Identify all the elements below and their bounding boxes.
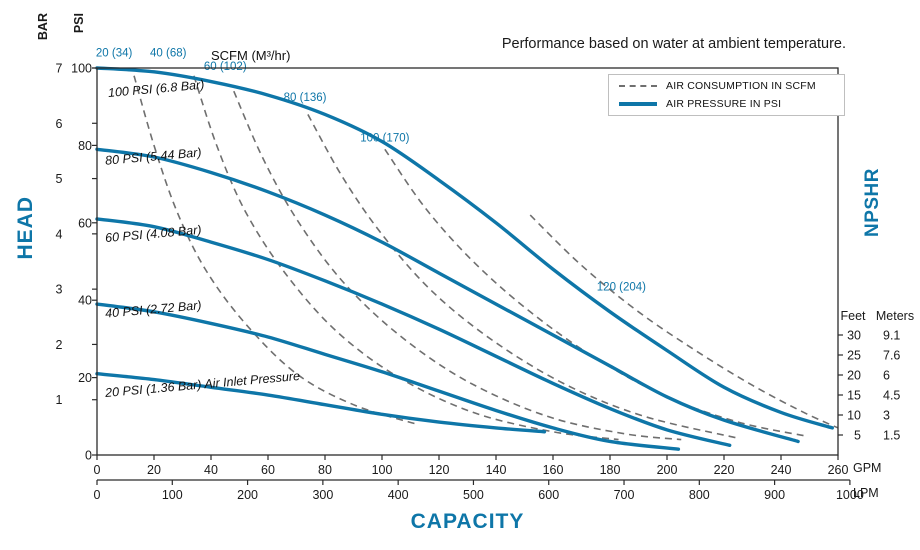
air-consumption-curve: [133, 75, 417, 425]
npshr-feet-label: 20: [847, 369, 861, 383]
bar-tick-label: 5: [56, 172, 63, 186]
pressure-curve-label: 100 PSI (6.8 Bar): [107, 78, 204, 100]
legend-item-air-pressure: AIR PRESSURE IN PSI: [619, 98, 834, 110]
npshr-feet-label: 30: [847, 329, 861, 343]
scfm-axis-title: SCFM (M³/hr): [211, 48, 291, 63]
gpm-unit-label: GPM: [853, 461, 882, 475]
scfm-curve-label: 20 (34): [96, 47, 133, 59]
lpm-tick-label: 600: [538, 488, 559, 502]
air-consumption-curve: [233, 90, 682, 441]
bar-tick-label: 2: [56, 338, 63, 352]
air-consumption-curve: [307, 114, 736, 439]
psi-tick-label: 60: [78, 216, 92, 230]
pressure-curve-label: 60 PSI (4.08 Bar): [105, 223, 202, 245]
scfm-curve-label: 60 (102): [204, 61, 247, 73]
scfm-curve-label: 120 (204): [597, 282, 646, 294]
bar-tick-label: 3: [56, 283, 63, 297]
npshr-meters-label: 3: [883, 409, 890, 423]
legend-item-air-consumption: AIR CONSUMPTION IN SCFM: [619, 80, 834, 92]
lpm-tick-label: 100: [162, 488, 183, 502]
gpm-tick-label: 0: [94, 463, 101, 477]
npshr-meters-label: 6: [883, 369, 890, 383]
gpm-tick-label: 200: [657, 463, 678, 477]
gpm-tick-label: 160: [543, 463, 564, 477]
air-pressure-curve: [95, 217, 732, 448]
lpm-tick-label: 0: [94, 488, 101, 502]
gpm-tick-label: 100: [372, 463, 393, 477]
gpm-tick-label: 140: [486, 463, 507, 477]
lpm-tick-label: 800: [689, 488, 710, 502]
npshr-meters-label: 4.5: [883, 389, 900, 403]
npshr-meters-label: 7.6: [883, 349, 900, 363]
plot-border: [96, 67, 839, 456]
capacity-axis-title: CAPACITY: [410, 510, 525, 533]
scfm-curve-label: 80 (136): [284, 92, 327, 104]
npshr-feet-label: 10: [847, 409, 861, 423]
psi-tick-label: 40: [78, 294, 92, 308]
psi-tick-label: 0: [85, 449, 92, 463]
lpm-tick-label: 300: [312, 488, 333, 502]
npshr-axis-title: NPSHR: [862, 168, 883, 238]
air-pressure-curve: [95, 147, 800, 444]
air-pressure-curve: [95, 66, 834, 430]
scfm-curve-label: 40 (68): [150, 47, 187, 59]
air-consumption-curve: [529, 214, 839, 429]
gpm-tick-label: 240: [771, 463, 792, 477]
lpm-tick-label: 200: [237, 488, 258, 502]
bar-tick-label: 4: [56, 227, 63, 241]
air-pressure-curve: [95, 372, 547, 434]
bar-tick-label: 1: [56, 393, 63, 407]
gpm-tick-label: 40: [204, 463, 218, 477]
head-axis-title: HEAD: [14, 196, 37, 260]
solid-line-icon: [619, 102, 657, 106]
npshr-meters-label: 9.1: [883, 329, 900, 343]
legend-label-air-pressure: AIR PRESSURE IN PSI: [666, 98, 782, 110]
meters-header: Meters: [875, 309, 915, 323]
air-consumption-curve: [384, 148, 804, 437]
lpm-tick-label: 900: [764, 488, 785, 502]
bar-tick-label: 6: [56, 117, 63, 131]
air-consumption-curve: [193, 75, 619, 441]
psi-tick-label: 80: [78, 139, 92, 153]
gpm-tick-label: 220: [714, 463, 735, 477]
bar-tick-label: 7: [56, 62, 63, 76]
chart-note: Performance based on water at ambient te…: [501, 36, 846, 52]
bar-unit-label: BAR: [36, 13, 50, 41]
psi-tick-label: 20: [78, 371, 92, 385]
gpm-tick-label: 180: [600, 463, 621, 477]
npshr-feet-label: 5: [854, 429, 861, 443]
legend-label-air-consumption: AIR CONSUMPTION IN SCFM: [666, 80, 816, 92]
lpm-tick-label: 500: [463, 488, 484, 502]
npshr-feet-label: 15: [847, 389, 861, 403]
lpm-tick-label: 1000: [836, 488, 864, 502]
psi-unit-label: PSI: [72, 13, 86, 34]
gpm-tick-label: 260: [828, 463, 849, 477]
npshr-feet-label: 25: [847, 349, 861, 363]
feet-header: Feet: [840, 309, 866, 323]
gpm-tick-label: 120: [429, 463, 450, 477]
legend: AIR CONSUMPTION IN SCFM AIR PRESSURE IN …: [608, 74, 845, 116]
lpm-tick-label: 700: [614, 488, 635, 502]
gpm-tick-label: 20: [147, 463, 161, 477]
lpm-tick-label: 400: [388, 488, 409, 502]
gpm-tick-label: 80: [318, 463, 332, 477]
air-pressure-curve: [95, 302, 681, 451]
npshr-meters-label: 1.5: [883, 429, 900, 443]
lpm-unit-label: LPM: [853, 486, 879, 500]
gpm-tick-label: 60: [261, 463, 275, 477]
dashed-line-icon: [619, 85, 657, 87]
psi-tick-label: 100: [71, 62, 92, 76]
